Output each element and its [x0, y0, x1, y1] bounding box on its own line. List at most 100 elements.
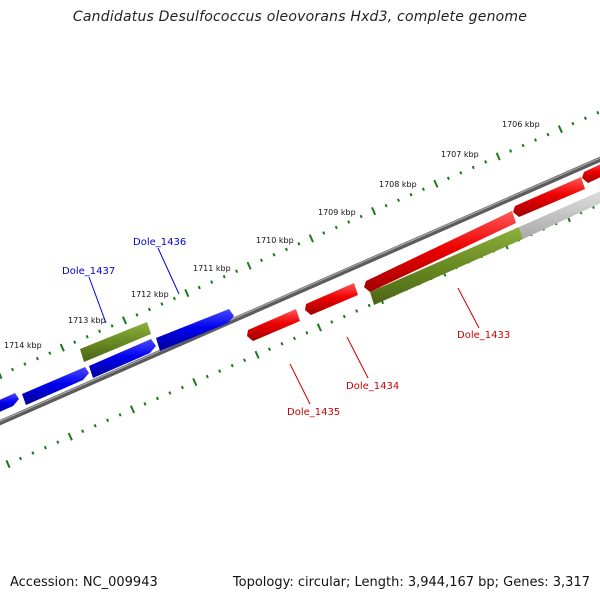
minor-tick: [267, 347, 272, 352]
major-tick: [308, 234, 314, 243]
genome-summary-text: Topology: circular; Length: 3,944,167 bp…: [232, 575, 590, 590]
minor-tick: [218, 369, 222, 373]
plus-strand-genes[interactable]: [0, 309, 234, 414]
minor-tick: [396, 198, 401, 202]
minor-tick: [280, 342, 284, 346]
gene-feature[interactable]: [364, 211, 516, 292]
minor-tick: [459, 171, 463, 175]
gene-feature[interactable]: [582, 162, 600, 183]
minor-tick: [210, 280, 214, 284]
minor-tick: [297, 242, 301, 246]
major-tick: [371, 207, 377, 216]
gene-feature-dole-1434[interactable]: [305, 283, 358, 315]
scale-label: 1707 kbp: [441, 150, 479, 159]
scale-label: 1711 kbp: [193, 264, 231, 273]
minor-tick: [48, 351, 52, 355]
minor-tick: [355, 309, 359, 313]
gene-feature[interactable]: [22, 367, 89, 405]
minor-tick: [342, 314, 346, 319]
minor-tick: [330, 320, 334, 324]
minor-tick: [347, 220, 351, 224]
minor-tick: [284, 247, 289, 252]
minor-tick: [359, 214, 363, 219]
gene-feature[interactable]: [513, 177, 585, 217]
gene-label-dole-1434[interactable]: Dole_1434: [346, 381, 399, 392]
minor-tick: [230, 363, 234, 368]
gene-label-dole-1437[interactable]: Dole_1437: [62, 266, 115, 277]
gene-feature-dole-1435[interactable]: [247, 309, 300, 341]
minor-tick: [484, 160, 488, 164]
minor-tick: [118, 413, 122, 417]
gene-label-dole-1435[interactable]: Dole_1435: [287, 407, 340, 418]
major-tick: [5, 459, 11, 469]
minor-tick: [18, 456, 23, 461]
minor-tick: [85, 334, 89, 339]
genome-title: Candidatus Desulfococcus oleovorans Hxd3…: [72, 9, 528, 25]
minor-tick: [583, 116, 587, 121]
minor-tick: [35, 356, 39, 361]
major-tick: [59, 343, 65, 352]
gene-feature[interactable]: [89, 339, 156, 378]
scale-label: 1709 kbp: [318, 208, 356, 217]
minor-tick: [143, 402, 147, 406]
minor-tick: [421, 187, 425, 192]
major-tick: [121, 316, 128, 325]
minor-tick: [81, 429, 85, 433]
minor-tick: [110, 324, 114, 328]
gene-label-dole-1433[interactable]: Dole_1433: [457, 330, 510, 341]
genome-backbone-highlight: [0, 157, 600, 422]
minor-tick: [98, 329, 102, 334]
rna-feature-dole-1437[interactable]: [80, 322, 151, 362]
minor-tick: [43, 445, 47, 450]
minor-tick: [172, 296, 176, 301]
scale-labels: 1706 kbp 1707 kbp 1708 kbp 1709 kbp 1710…: [4, 120, 540, 350]
minor-tick: [334, 225, 338, 230]
minor-tick: [155, 396, 160, 401]
minor-tick: [509, 149, 513, 153]
minor-tick: [243, 358, 247, 362]
minor-tick: [533, 138, 538, 142]
minor-tick: [409, 192, 413, 197]
gene-feature-dole-1436[interactable]: [156, 309, 234, 351]
label-leaders: [88, 247, 480, 405]
scale-label: 1708 kbp: [379, 180, 417, 189]
minor-tick: [305, 331, 309, 335]
minor-tick: [259, 258, 264, 263]
gene-feature[interactable]: [0, 393, 19, 414]
major-tick: [0, 372, 3, 380]
minor-tick: [56, 440, 60, 444]
minus-strand-genes-upper[interactable]: [364, 162, 600, 292]
major-tick: [254, 350, 260, 359]
major-tick: [67, 432, 73, 441]
minor-tick: [571, 121, 575, 126]
minor-tick: [160, 302, 164, 306]
scale-label: 1714 kbp: [4, 341, 42, 350]
major-tick: [192, 377, 198, 387]
pseudo-feature[interactable]: [519, 189, 600, 239]
minus-strand-genes-lower[interactable]: [247, 283, 358, 341]
scale-label: 1706 kbp: [502, 120, 540, 129]
major-tick: [246, 261, 252, 270]
minor-tick: [384, 203, 388, 208]
minor-tick: [197, 285, 201, 290]
minor-tick: [31, 451, 35, 455]
rna-feature-dole-1433[interactable]: [370, 227, 523, 305]
minor-tick: [180, 385, 184, 390]
gene-labels: Dole_1436 Dole_1437 Dole_1433 Dole_1434 …: [62, 237, 510, 418]
major-tick: [557, 125, 563, 134]
minor-tick: [168, 391, 172, 395]
major-tick: [433, 179, 439, 188]
minor-tick: [596, 110, 600, 115]
minor-tick: [73, 340, 77, 344]
genome-backbone: [0, 156, 600, 426]
minor-tick: [147, 307, 152, 312]
minor-tick: [135, 313, 139, 317]
minor-tick: [23, 362, 27, 366]
minor-tick: [272, 253, 276, 257]
minor-tick: [106, 418, 110, 423]
minor-tick: [367, 303, 371, 308]
gene-label-dole-1436[interactable]: Dole_1436: [133, 237, 186, 248]
minor-tick: [222, 274, 226, 279]
accession-text: Accession: NC_009943: [10, 575, 158, 590]
